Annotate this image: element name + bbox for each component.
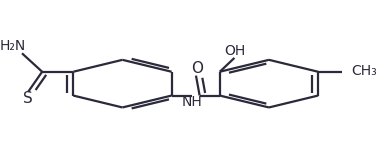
- Text: O: O: [191, 61, 203, 76]
- Text: H₂N: H₂N: [0, 39, 26, 53]
- Text: NH: NH: [182, 95, 203, 109]
- Text: CH₃: CH₃: [351, 64, 377, 78]
- Text: S: S: [23, 91, 32, 106]
- Text: OH: OH: [224, 44, 246, 58]
